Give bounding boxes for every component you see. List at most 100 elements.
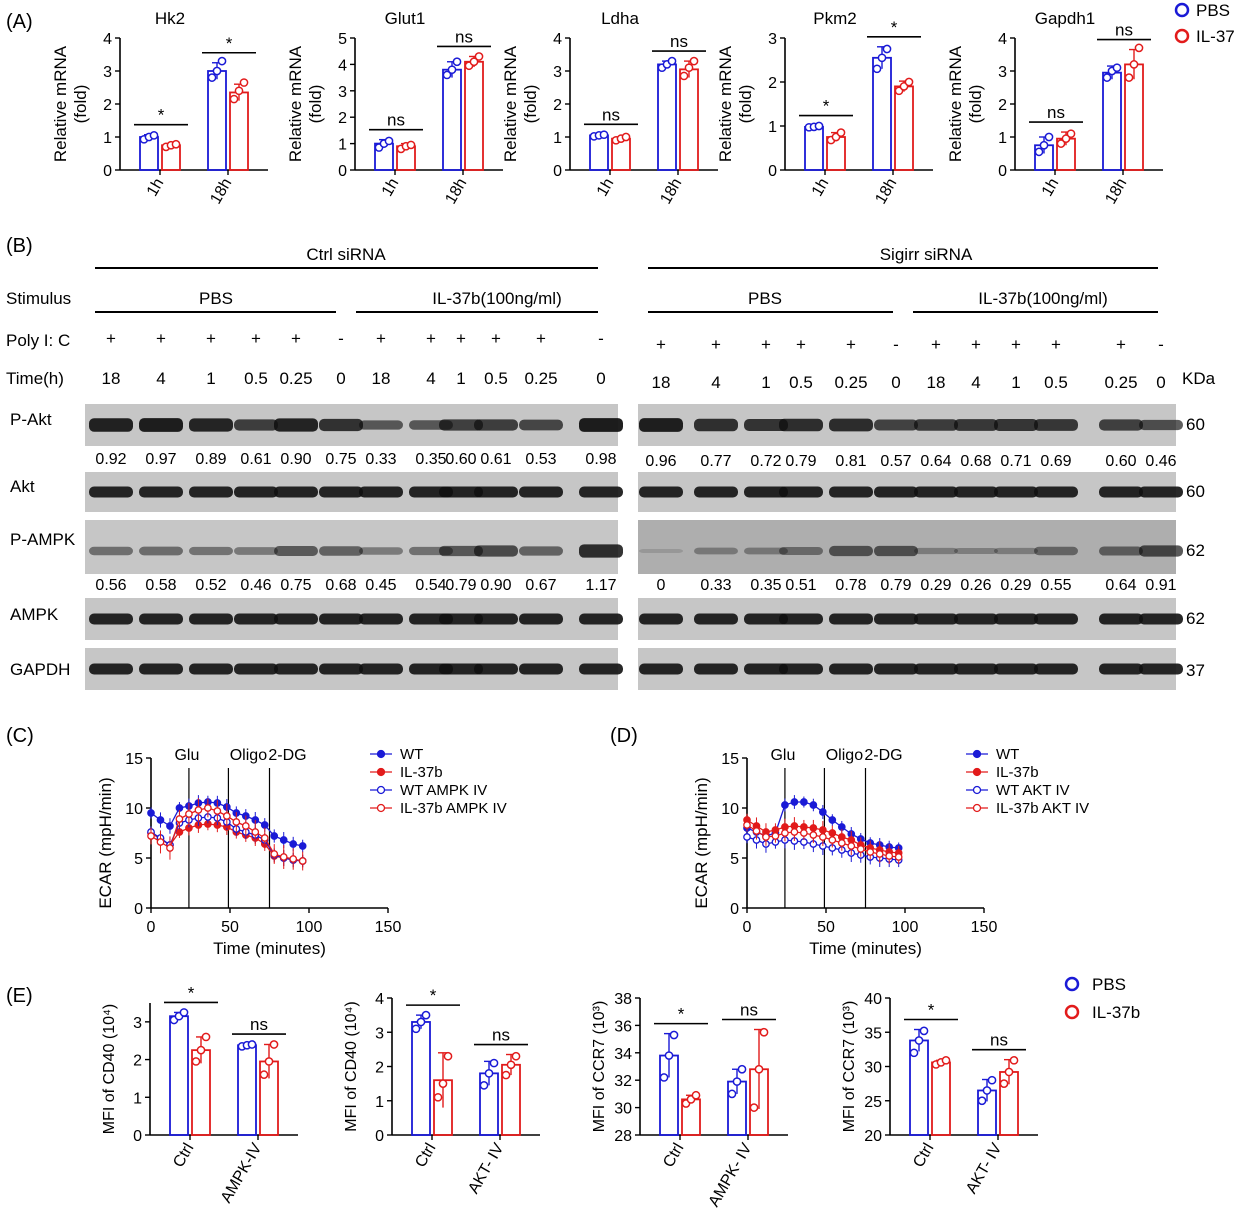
legend-label: IL-37b AKT IV: [996, 800, 1089, 817]
blot-band: [579, 418, 623, 432]
blot-band: [779, 486, 823, 498]
sig-label: ns: [455, 27, 473, 46]
blot-band: [139, 486, 183, 498]
band-ratio: 0.91: [1145, 577, 1176, 594]
data-point: [479, 1080, 489, 1090]
blot-band: [1139, 486, 1183, 498]
blot-band: [829, 486, 873, 498]
y-tick-label: 1: [103, 130, 112, 147]
blot-band: [189, 546, 233, 556]
ecar-point: [289, 840, 298, 848]
bar: [589, 134, 609, 171]
blot-kda-akt: 60: [1186, 482, 1205, 501]
data-point: [759, 1027, 769, 1037]
ecar-point: [222, 812, 231, 820]
ecar-point: [809, 831, 818, 839]
ecar-point: [270, 832, 279, 840]
data-point: [264, 1057, 274, 1066]
polyic-sign: +: [156, 329, 166, 348]
y-tick-label: 32: [614, 1073, 632, 1090]
x-tick-label: 100: [892, 919, 919, 936]
ecar-point: [298, 857, 307, 865]
mfi-chart-2: 0 1 2 3 4 Ctrl * AKT- IV ns MFI of CD40 (10⁴): [343, 986, 540, 1197]
blot-band: [579, 544, 623, 558]
blot-band: [954, 663, 998, 675]
panel-label-d: (D): [610, 725, 638, 747]
blot-band: [874, 613, 918, 625]
band-ratio: 0.77: [700, 453, 731, 470]
time-value: 18: [102, 369, 121, 388]
polyic-sign: +: [1116, 335, 1126, 354]
time-value: 1: [206, 369, 215, 388]
data-point: [489, 1058, 499, 1068]
band-ratio: 0.97: [145, 451, 176, 468]
data-point: [836, 128, 846, 137]
blot-band: [89, 663, 133, 675]
x-tick-label: 1h: [594, 176, 618, 200]
y-tick-label: 15: [125, 751, 143, 768]
blot-band: [439, 419, 483, 431]
blot-band: [359, 547, 403, 555]
ecar-point: [752, 827, 761, 835]
band-ratio: 0.58: [145, 577, 176, 594]
blot-band: [89, 486, 133, 498]
ecar-point: [270, 850, 279, 858]
y-tick-label: 30: [614, 1101, 632, 1118]
band-ratio: 0.35: [750, 577, 781, 594]
blot-band: [274, 486, 318, 498]
data-point: [987, 1075, 997, 1085]
bar: [657, 63, 677, 171]
blot-band: [189, 663, 233, 675]
mfi-chart-4: 20 25 30 35 40 Ctrl * AKT- IV ns MFI of CCR7 (10³…: [841, 991, 1038, 1197]
blot-band: [579, 486, 623, 498]
blot-band: [829, 613, 873, 625]
sig-label: *: [823, 97, 830, 116]
data-point: [207, 73, 217, 82]
blot-band: [639, 613, 683, 625]
polyic-sign: +: [251, 329, 261, 348]
blot-band: [744, 613, 788, 625]
y-axis-label: MFI of CD40 (10⁴): [343, 1001, 360, 1131]
band-ratio: 0.45: [365, 577, 396, 594]
blot-band: [474, 545, 518, 557]
band-ratio: 0.79: [785, 453, 816, 470]
band-ratio: 0.79: [880, 577, 911, 594]
x-tick-label: 18h: [657, 176, 685, 208]
injection-label-oligo: Oligo: [230, 747, 267, 764]
data-point: [443, 1051, 453, 1061]
panel-label-c: (C): [6, 725, 34, 747]
ecar-point: [790, 828, 799, 836]
time-value: 1: [1011, 373, 1020, 392]
data-point: [234, 86, 244, 96]
blot-band: [189, 418, 233, 432]
data-point: [1004, 1067, 1014, 1077]
blot-band: [519, 486, 563, 498]
y-tick-label: 4: [338, 57, 347, 74]
row-label-time: Time(h): [6, 369, 64, 388]
x-tick-label: AKT- IV: [963, 1140, 1005, 1197]
legend-marker: [1174, 2, 1190, 18]
ecar-point: [818, 833, 827, 841]
blot-band: [519, 663, 563, 675]
data-point: [684, 63, 694, 73]
data-point: [727, 1089, 737, 1099]
blot-band: [1139, 613, 1183, 625]
blot-band: [954, 547, 998, 555]
blot-band: [519, 546, 563, 556]
legend-marker: [376, 803, 386, 813]
band-ratio: 0.55: [1040, 577, 1071, 594]
data-point: [1009, 1055, 1019, 1065]
blot-band: [139, 613, 183, 625]
bar: [931, 1061, 951, 1136]
data-point: [909, 1048, 919, 1058]
legend-label: WT AMPK IV: [400, 782, 487, 799]
ecar-point: [809, 801, 818, 809]
band-ratio: 0.33: [700, 577, 731, 594]
x-tick-label: AMPK-IV: [218, 1140, 266, 1206]
band-ratio: 0: [657, 577, 666, 594]
data-point: [217, 56, 227, 66]
mrna-chart-glut1: 0 1 2 3 4 5 1h ns 18h ns Relative mRNA (fold) Glut1: [286, 9, 503, 207]
stimulus-label: PBS: [199, 289, 233, 308]
ecar-point: [147, 809, 155, 817]
blot-band: [474, 419, 518, 431]
